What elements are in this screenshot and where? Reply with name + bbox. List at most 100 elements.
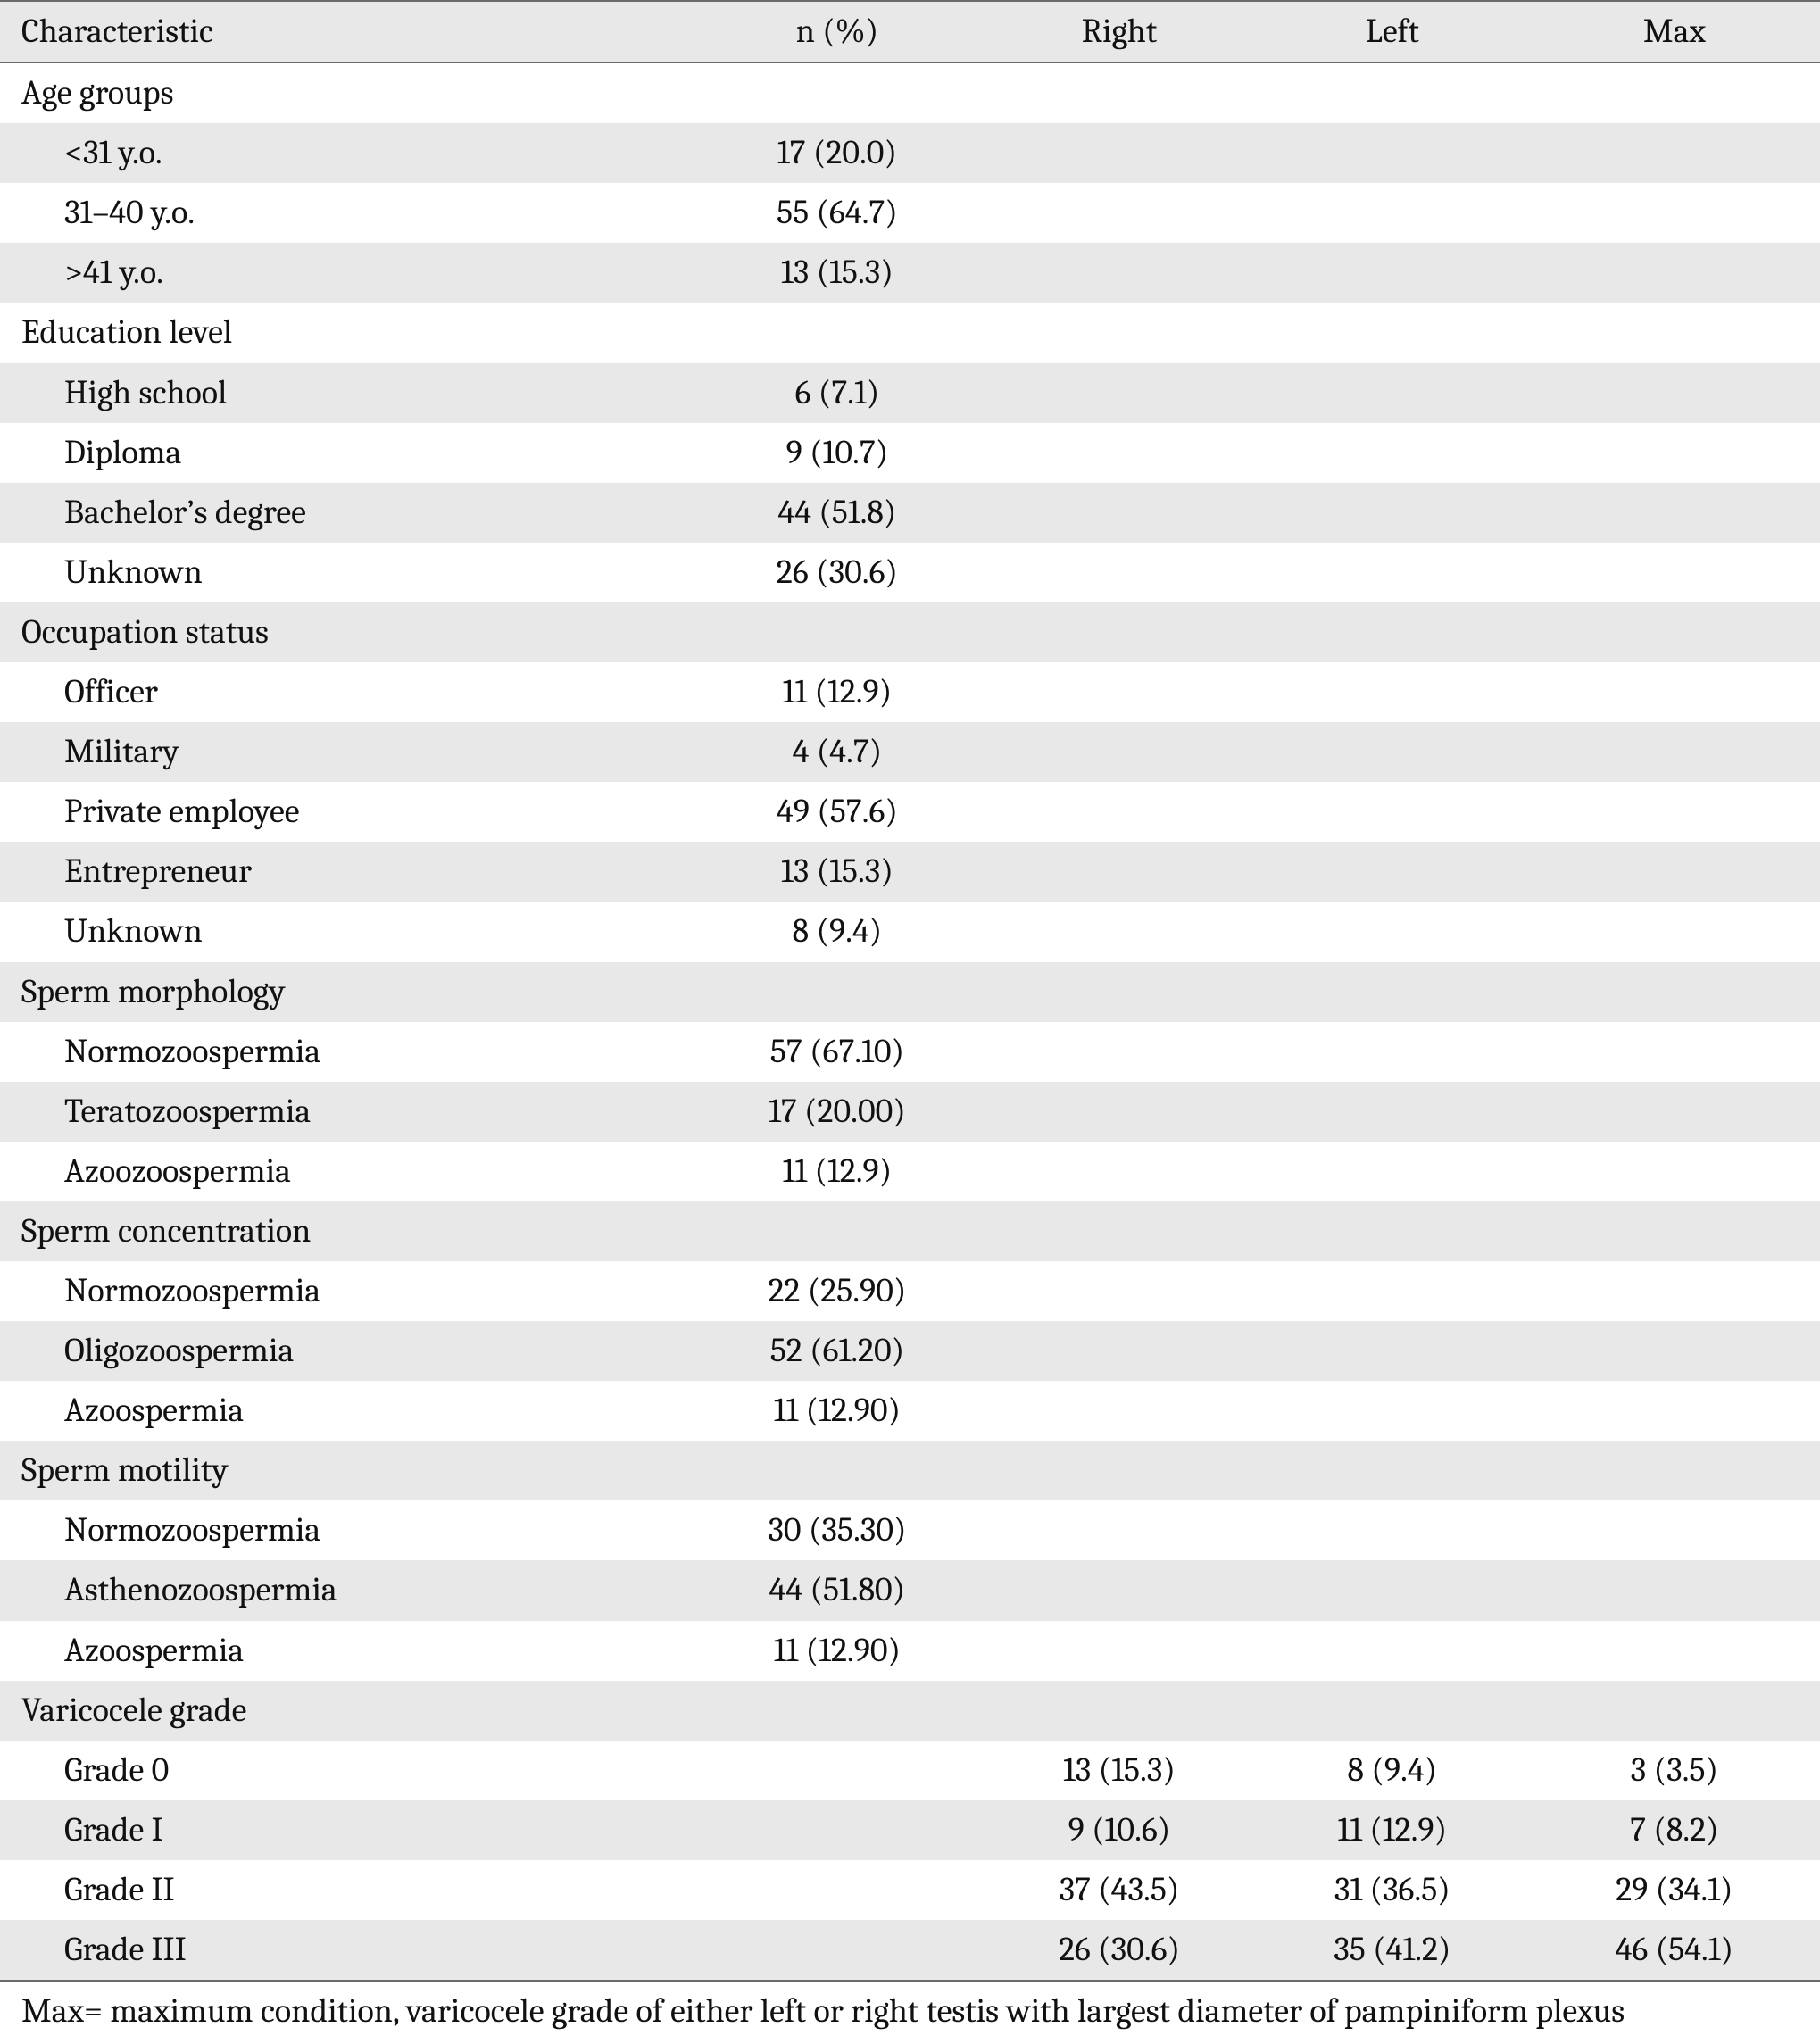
cell-right: [983, 1500, 1256, 1560]
cell-right: [983, 782, 1256, 842]
cell-max: [1529, 1321, 1820, 1381]
cell-max: [1529, 1621, 1820, 1681]
cell-right: 13 (15.3): [983, 1741, 1256, 1800]
cell-max: [1529, 1381, 1820, 1441]
cell-right: [983, 662, 1256, 722]
table-footnote: Max= maximum condition, varicocele grade…: [0, 1982, 1820, 2036]
cell-max: [1529, 243, 1820, 303]
table-row: Normozoospermia22 (25.90): [0, 1261, 1820, 1321]
cell-n: [692, 962, 983, 1022]
cell-max: [1529, 662, 1820, 722]
cell-left: [1256, 483, 1529, 543]
cell-n: 13 (15.3): [692, 243, 983, 303]
table-header-row: Characteristic n (%) Right Left Max: [0, 1, 1820, 62]
row-label: Grade 0: [0, 1741, 692, 1800]
cell-n: 9 (10.7): [692, 423, 983, 483]
cell-right: [983, 423, 1256, 483]
cell-right: [983, 303, 1256, 362]
row-label: Officer: [0, 662, 692, 722]
cell-n: 11 (12.90): [692, 1621, 983, 1681]
table-row: Sperm morphology: [0, 962, 1820, 1022]
cell-right: [983, 543, 1256, 602]
cell-left: [1256, 1142, 1529, 1201]
cell-left: 31 (36.5): [1256, 1860, 1529, 1920]
cell-n: 17 (20.00): [692, 1082, 983, 1142]
cell-right: 26 (30.6): [983, 1920, 1256, 1981]
cell-left: [1256, 722, 1529, 782]
cell-max: [1529, 183, 1820, 243]
cell-right: [983, 1082, 1256, 1142]
cell-left: [1256, 1441, 1529, 1500]
cell-left: [1256, 902, 1529, 961]
row-label: >41 y.o.: [0, 243, 692, 303]
cell-left: [1256, 243, 1529, 303]
row-label: Bachelor’s degree: [0, 483, 692, 543]
cell-right: [983, 1681, 1256, 1741]
row-label: Oligozoospermia: [0, 1321, 692, 1381]
table-row: Grade III26 (30.6)35 (41.2)46 (54.1): [0, 1920, 1820, 1981]
table-row: Oligozoospermia52 (61.20): [0, 1321, 1820, 1381]
table-row: Unknown8 (9.4): [0, 902, 1820, 961]
cell-max: [1529, 1500, 1820, 1560]
cell-max: [1529, 782, 1820, 842]
cell-n: [692, 62, 983, 123]
cell-n: 6 (7.1): [692, 363, 983, 423]
row-label: Military: [0, 722, 692, 782]
row-label: Private employee: [0, 782, 692, 842]
row-label: Sperm morphology: [0, 962, 692, 1022]
cell-right: [983, 183, 1256, 243]
cell-n: 11 (12.90): [692, 1381, 983, 1441]
table-row: Military4 (4.7): [0, 722, 1820, 782]
row-label: Teratozoospermia: [0, 1082, 692, 1142]
table-row: Entrepreneur13 (15.3): [0, 842, 1820, 902]
cell-left: [1256, 1500, 1529, 1560]
table-row: Azoospermia11 (12.90): [0, 1381, 1820, 1441]
cell-n: [692, 1920, 983, 1981]
cell-max: [1529, 1441, 1820, 1500]
cell-max: [1529, 363, 1820, 423]
cell-right: [983, 1321, 1256, 1381]
cell-n: 49 (57.6): [692, 782, 983, 842]
cell-n: 55 (64.7): [692, 183, 983, 243]
cell-right: [983, 722, 1256, 782]
cell-max: [1529, 1142, 1820, 1201]
row-label: Education level: [0, 303, 692, 362]
table-row: Private employee49 (57.6): [0, 782, 1820, 842]
cell-n: 52 (61.20): [692, 1321, 983, 1381]
cell-max: [1529, 543, 1820, 602]
cell-right: [983, 1261, 1256, 1321]
row-label: Unknown: [0, 543, 692, 602]
cell-n: [692, 1741, 983, 1800]
row-label: High school: [0, 363, 692, 423]
cell-left: [1256, 1022, 1529, 1082]
cell-max: [1529, 303, 1820, 362]
cell-left: [1256, 303, 1529, 362]
cell-n: 13 (15.3): [692, 842, 983, 902]
cell-n: [692, 1681, 983, 1741]
cell-left: [1256, 62, 1529, 123]
cell-right: [983, 1560, 1256, 1620]
table-row: Grade I9 (10.6)11 (12.9)7 (8.2): [0, 1800, 1820, 1860]
cell-n: 8 (9.4): [692, 902, 983, 961]
cell-n: 44 (51.8): [692, 483, 983, 543]
cell-n: 4 (4.7): [692, 722, 983, 782]
table-row: Grade II37 (43.5)31 (36.5)29 (34.1): [0, 1860, 1820, 1920]
table-row: Grade 013 (15.3)8 (9.4)3 (3.5): [0, 1741, 1820, 1800]
row-label: 31–40 y.o.: [0, 183, 692, 243]
col-header-max: Max: [1529, 1, 1820, 62]
cell-max: [1529, 902, 1820, 961]
cell-max: 29 (34.1): [1529, 1860, 1820, 1920]
cell-n: [692, 303, 983, 362]
cell-n: 11 (12.9): [692, 662, 983, 722]
cell-max: 46 (54.1): [1529, 1920, 1820, 1981]
row-label: Sperm motility: [0, 1441, 692, 1500]
table-row: Azoospermia11 (12.90): [0, 1621, 1820, 1681]
cell-left: [1256, 1621, 1529, 1681]
cell-right: 9 (10.6): [983, 1800, 1256, 1860]
cell-max: [1529, 1560, 1820, 1620]
cell-right: [983, 902, 1256, 961]
row-label: Azoozoospermia: [0, 1142, 692, 1201]
table-row: Varicocele grade: [0, 1681, 1820, 1741]
cell-left: 35 (41.2): [1256, 1920, 1529, 1981]
cell-right: 37 (43.5): [983, 1860, 1256, 1920]
